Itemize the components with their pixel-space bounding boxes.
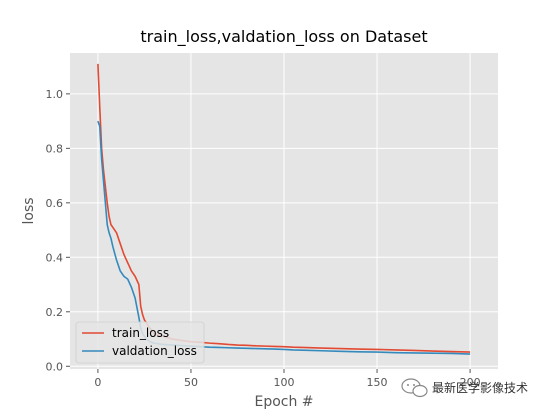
y-tick-label: 0.2 — [46, 306, 64, 319]
x-tick-label: 50 — [184, 376, 198, 389]
grid-lines — [70, 53, 498, 369]
legend-label-train-loss: train_loss — [112, 326, 169, 340]
y-tick-label: 0.4 — [46, 251, 64, 264]
x-tick-label: 200 — [460, 376, 481, 389]
watermark: 最新医学影像技术 — [401, 378, 528, 398]
watermark-text: 最新医学影像技术 — [432, 380, 528, 395]
x-tick-label: 150 — [367, 376, 388, 389]
legend-label-valdation-loss: valdation_loss — [112, 344, 197, 358]
y-axis-label: loss — [21, 197, 37, 224]
legend-box — [75, 321, 205, 364]
x-axis-label: Epoch # — [254, 394, 313, 410]
x-tick-label: 100 — [274, 376, 295, 389]
y-tick-label: 0.8 — [46, 142, 64, 155]
legend: train_loss valdation_loss — [75, 321, 205, 364]
y-tick-label: 0.6 — [46, 197, 64, 210]
y-tick-label: 0.0 — [46, 360, 64, 373]
wechat-bubble-icon — [401, 378, 428, 398]
chart-title: train_loss,valdation_loss on Dataset — [140, 27, 427, 47]
x-tick-label: 0 — [94, 376, 101, 389]
y-tick-label: 1.0 — [46, 88, 64, 101]
tick-labels: 0 50 100 150 200 0.0 0.2 0.4 0.6 0.8 1.0 — [46, 88, 481, 389]
